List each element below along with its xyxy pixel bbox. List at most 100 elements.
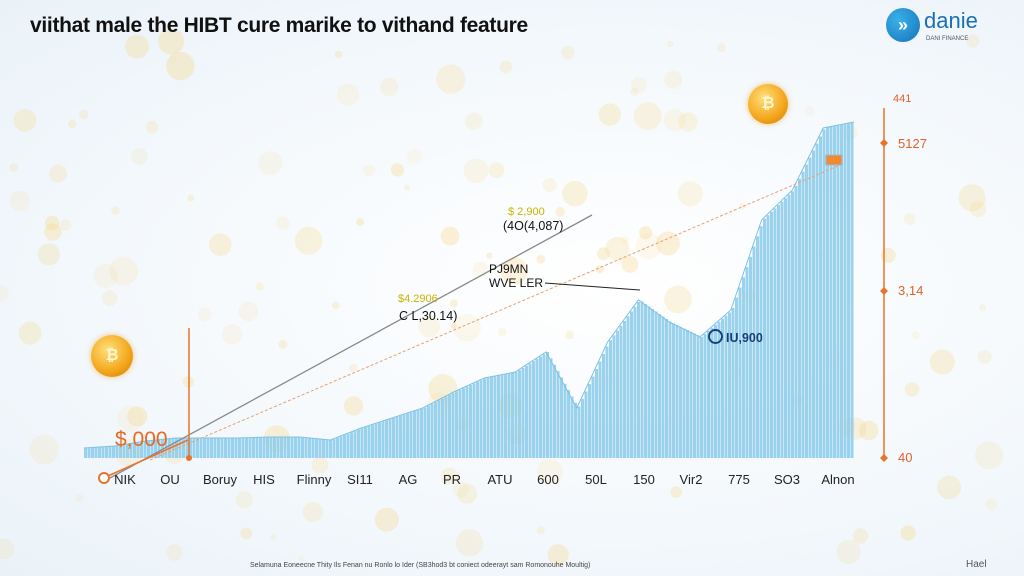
area-bar: [231, 438, 234, 458]
area-bar: [157, 439, 161, 458]
area-bar: [206, 438, 210, 458]
bokeh-dot: [29, 434, 60, 465]
bokeh-dot: [298, 556, 305, 563]
area-bar: [493, 376, 497, 458]
area-bar: [220, 438, 224, 458]
x-tick-label: HIS: [253, 472, 275, 487]
bokeh-dot: [666, 40, 674, 48]
bokeh-dot: [440, 467, 458, 485]
area-bar: [714, 324, 717, 458]
area-bar: [101, 446, 105, 458]
area-bar: [528, 363, 532, 458]
start-marker: [98, 472, 110, 484]
area-bar: [731, 307, 735, 458]
area-bar: [773, 208, 777, 458]
area-bar: [224, 438, 227, 458]
footer-caption: Selamuna Eoneecne Thity Ils Fenan nu Ron…: [250, 562, 591, 569]
area-bar: [406, 413, 409, 458]
area-bar: [693, 333, 696, 458]
area-bar: [567, 390, 570, 458]
area-bar: [332, 439, 336, 458]
area-bar: [766, 215, 770, 458]
area-bar: [164, 439, 168, 458]
area-bar: [434, 402, 437, 458]
area-bar: [154, 440, 157, 458]
area-bar: [276, 437, 280, 458]
right-axis-ticks: [880, 139, 888, 462]
area-bar: [479, 380, 483, 458]
bokeh-dot: [843, 125, 858, 140]
area-bar: [801, 171, 805, 458]
bokeh-dot: [804, 106, 815, 117]
area-bar: [262, 437, 266, 458]
bokeh-dot: [390, 163, 405, 177]
bokeh-dot: [555, 206, 566, 217]
area-bar: [486, 377, 490, 458]
bokeh-dot: [278, 339, 288, 349]
area-bar: [91, 447, 94, 458]
area-bar: [423, 407, 427, 458]
area-bar: [287, 437, 290, 458]
area-bar: [742, 277, 745, 458]
area-bar: [346, 433, 350, 458]
bokeh-dot: [449, 299, 458, 308]
area-bar: [409, 412, 413, 458]
y-tick-label: 441: [893, 93, 912, 105]
area-bar: [329, 439, 332, 458]
bokeh-dot: [655, 231, 680, 256]
x-tick-label: NIK: [114, 472, 136, 487]
area-bar: [752, 246, 756, 458]
bokeh-dot: [929, 349, 955, 375]
area-bar: [357, 429, 360, 458]
x-tick-label: 50L: [585, 472, 607, 487]
bokeh-dot: [59, 219, 72, 231]
area-bar: [500, 374, 504, 458]
area-bar: [105, 446, 108, 458]
bokeh-dot: [911, 331, 920, 340]
bokeh-dot: [852, 528, 869, 544]
bokeh-dot: [542, 177, 557, 193]
area-bar: [451, 393, 455, 458]
area-bar: [336, 437, 339, 458]
area-bar: [777, 204, 780, 458]
area-bar: [700, 337, 703, 458]
area-bar: [840, 124, 843, 458]
area-bar: [402, 414, 406, 458]
bokeh-dot: [465, 112, 483, 131]
area-bar: [115, 445, 119, 458]
bokeh-dot: [45, 215, 60, 231]
bokeh-dot: [486, 252, 493, 259]
y-tick-label: 40: [898, 450, 913, 465]
bokeh-dot: [620, 235, 629, 244]
area-bar: [371, 424, 374, 458]
x-tick-label: Vir2: [679, 472, 703, 487]
area-bar: [437, 400, 441, 458]
bokeh-dot: [37, 243, 60, 266]
axis-tick-marker: [880, 454, 888, 462]
bokeh-dot: [93, 263, 118, 288]
area-bar: [612, 335, 616, 458]
x-tick-label: SI11: [347, 472, 373, 487]
area-bar: [217, 438, 220, 458]
logo-name: danie: [924, 8, 978, 33]
area-bar: [301, 437, 304, 458]
area-bar: [668, 321, 672, 458]
bokeh-dot: [363, 164, 375, 177]
bokeh-dot: [221, 323, 243, 345]
bokeh-dot: [969, 200, 987, 218]
area-bar: [619, 325, 623, 458]
area-bar: [679, 326, 682, 458]
bokeh-dot: [294, 226, 323, 255]
bokeh-dot: [560, 45, 575, 60]
bokeh-dot: [349, 363, 358, 372]
bokeh-dot: [450, 322, 457, 329]
area-bar: [385, 420, 388, 458]
area-bar: [640, 301, 644, 458]
bokeh-dot: [356, 218, 365, 226]
bokeh-dot: [500, 257, 528, 285]
area-bar: [682, 328, 686, 458]
bokeh-dot: [536, 458, 564, 486]
logo-subtitle: DANI FINANCE: [926, 36, 969, 42]
bokeh-dot: [937, 475, 962, 500]
bokeh-dot: [639, 226, 653, 240]
